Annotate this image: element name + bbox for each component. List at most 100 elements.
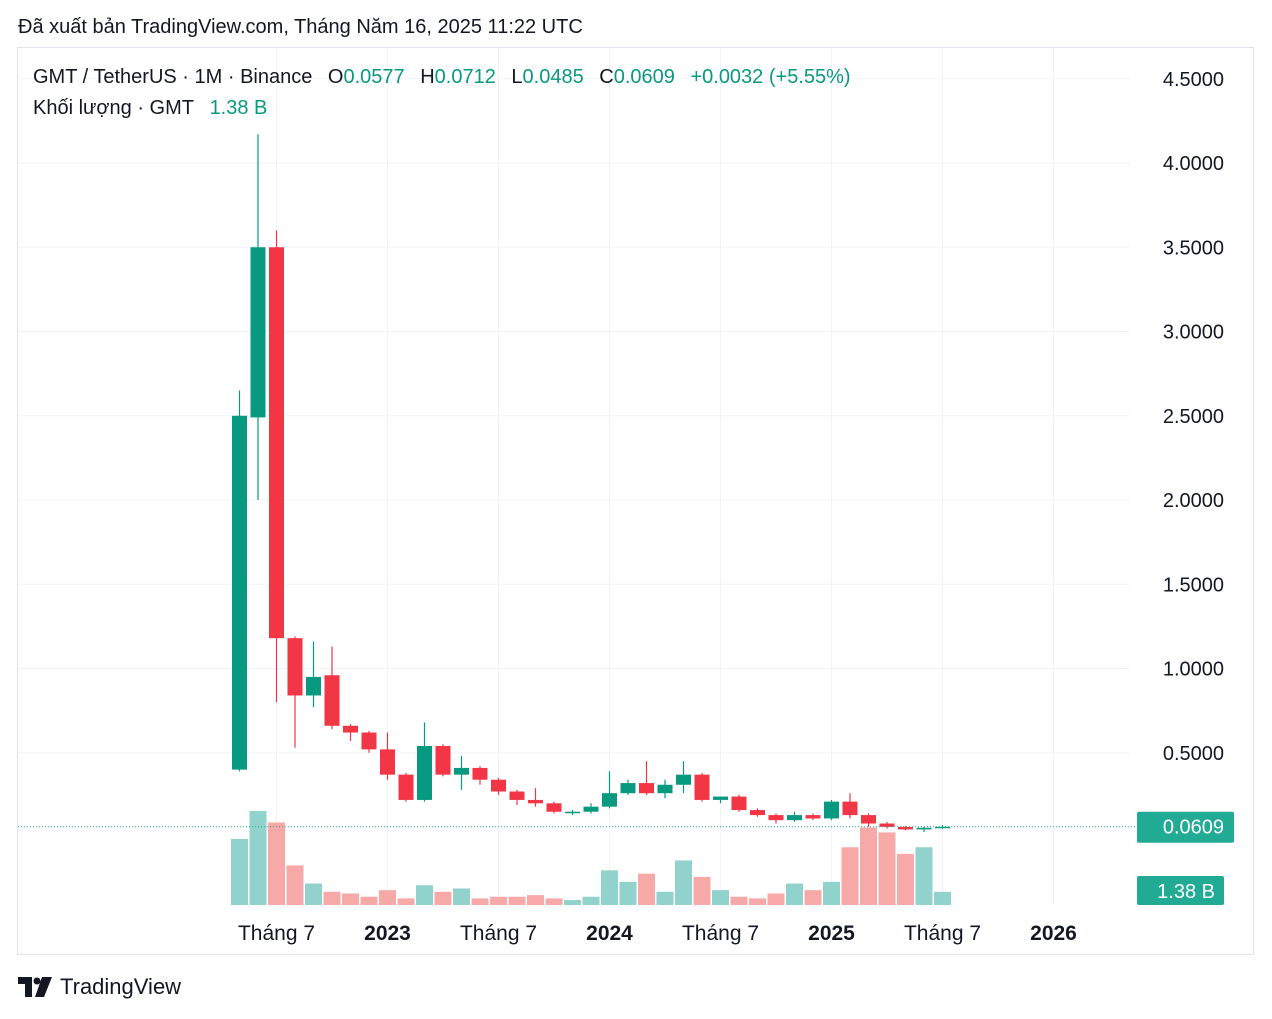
symbol-label[interactable]: GMT / TetherUS · 1M · Binance [33,66,313,88]
volume-bars [231,810,951,905]
volume-bar [545,898,563,905]
candle [306,641,321,708]
y-tick-label: 2.0000 [1163,490,1224,512]
candle [565,810,580,816]
candle [676,761,691,794]
candle [787,811,802,822]
candle-body [269,247,284,639]
candle [491,778,506,795]
candle [454,756,469,790]
volume-bar [693,876,711,905]
candle [324,646,340,730]
candle [269,230,284,703]
volume-bar [767,893,785,905]
volume-bar [712,890,729,905]
candle [842,793,858,819]
volume-bar [860,827,877,905]
x-tick-label: 2026 [1030,922,1077,945]
x-tick-label: Tháng 7 [460,922,537,945]
candle [731,794,747,812]
candle [361,730,377,753]
candle [509,789,525,805]
candle [232,390,247,772]
candle-body [898,826,913,830]
y-tick-label: 1.5000 [1163,574,1224,596]
volume-bar [675,860,692,905]
volume-bar [434,891,452,905]
candle [380,732,395,780]
candle [805,813,821,821]
x-tick-label: 2025 [808,922,855,945]
volume-bar [823,881,840,905]
x-tick-label: 2023 [364,922,411,945]
candle-body [842,801,858,816]
candle-body [824,801,839,819]
candle-body [861,815,876,824]
candle-body [417,746,432,800]
volume-bar [360,896,378,905]
candle [287,636,303,748]
candle-body [509,791,525,800]
volume-bar [564,900,581,905]
x-tick-label: Tháng 7 [904,922,981,945]
volume-bar [268,822,285,905]
chart-frame [17,47,1254,955]
candle-body [398,774,414,800]
candle [528,788,543,807]
candle [768,813,784,824]
candle-body [454,767,469,775]
candle-body [583,806,599,812]
low-label: L [511,66,523,88]
close-value: 0.0609 [613,66,675,88]
open-label: O [327,66,344,88]
candle-body [731,796,747,811]
candle-body [435,746,451,775]
volume-bar [934,891,951,905]
high-label: H [420,66,435,88]
candle-body [565,811,580,814]
volume-value: 1.38 B [209,97,268,119]
candle [694,772,710,802]
volume-bar [786,883,803,905]
volume-bar [249,810,267,905]
candle-body [232,415,247,770]
candle-body [287,638,303,696]
volume-bar [619,881,637,905]
candle-body [879,823,895,827]
x-axis: Tháng 7 2023 Tháng 7 2024 Tháng 7 2025 Tháng 7… [238,922,1077,945]
candle [879,821,895,829]
brand[interactable]: TradingView [18,974,181,1000]
candle-body [361,732,377,750]
brand-name: TradingView [60,974,182,999]
candle [417,722,432,802]
x-tick-label: 2024 [586,922,633,945]
candle [824,799,839,821]
candle-body [602,793,617,807]
volume-bar [897,853,914,905]
candle [343,724,358,741]
candle [713,796,728,804]
volume-bar [397,898,415,905]
candle-body [306,676,321,696]
candle [916,826,932,832]
volume-bar [379,890,396,905]
candle [639,761,654,795]
open-value: 0.0577 [343,66,405,88]
candles [232,134,950,832]
candle-body [324,675,340,726]
volume-label[interactable]: Khối lượng · GMT [33,97,194,119]
y-tick-label: 2.5000 [1163,406,1224,428]
candle [861,813,876,827]
candle-body [546,803,562,812]
ohlc-legend: GMT / TetherUS · 1M · Binance O0.0577 H 0… [33,66,851,89]
candle [657,779,673,799]
candle-body [750,810,765,816]
y-tick-label: 4.5000 [1163,69,1224,91]
volume-bar [878,832,896,905]
y-tick-label: 3.5000 [1163,237,1224,259]
volume-bar [527,895,544,905]
candle-body [620,783,636,794]
volume-bar [490,896,507,905]
candle-body [916,827,932,830]
